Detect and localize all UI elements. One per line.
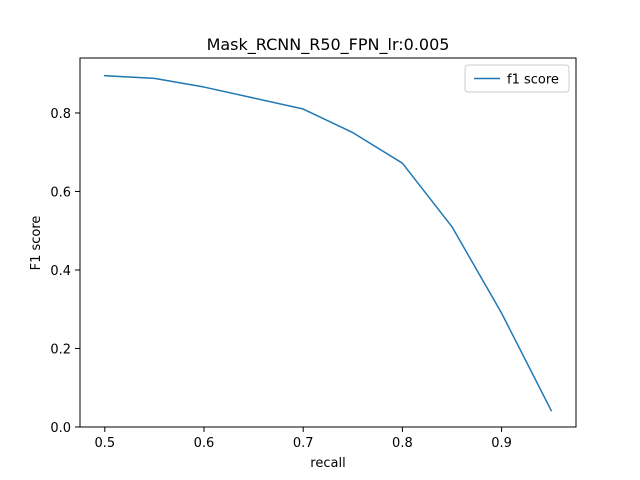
x-tick-label: 0.8 [392, 436, 413, 451]
data-point [352, 131, 354, 133]
data-point [153, 77, 155, 79]
chart-title: Mask_RCNN_R50_FPN_lr:0.005 [207, 35, 450, 55]
data-point [401, 162, 403, 164]
legend-label: f1 score [507, 73, 559, 88]
data-point [451, 226, 453, 228]
data-point [203, 86, 205, 88]
y-tick-label: 0.0 [50, 421, 71, 436]
y-tick-label: 0.8 [50, 107, 71, 122]
x-tick-label: 0.6 [194, 436, 215, 451]
y-tick-label: 0.4 [50, 264, 71, 279]
data-point [252, 97, 254, 99]
series-line-f1-score [104, 74, 553, 412]
axes-frame [79, 57, 577, 428]
data-point [104, 74, 106, 76]
y-axis-title: F1 score [29, 216, 44, 271]
x-tick-label: 0.9 [491, 436, 512, 451]
y-tick-label: 0.2 [50, 342, 71, 357]
y-tick-label: 0.6 [50, 185, 71, 200]
data-point [550, 409, 552, 411]
legend-box [464, 64, 570, 93]
plot-area: 0.5 0.6 0.7 0.8 0.9 0.0 0.2 0.4 0.6 0.8 f1 score [50, 57, 577, 451]
x-axis-title: recall [310, 456, 345, 471]
x-tick-label: 0.7 [293, 436, 314, 451]
data-point [302, 108, 304, 110]
data-point [500, 312, 502, 314]
x-tick-label: 0.5 [94, 436, 115, 451]
